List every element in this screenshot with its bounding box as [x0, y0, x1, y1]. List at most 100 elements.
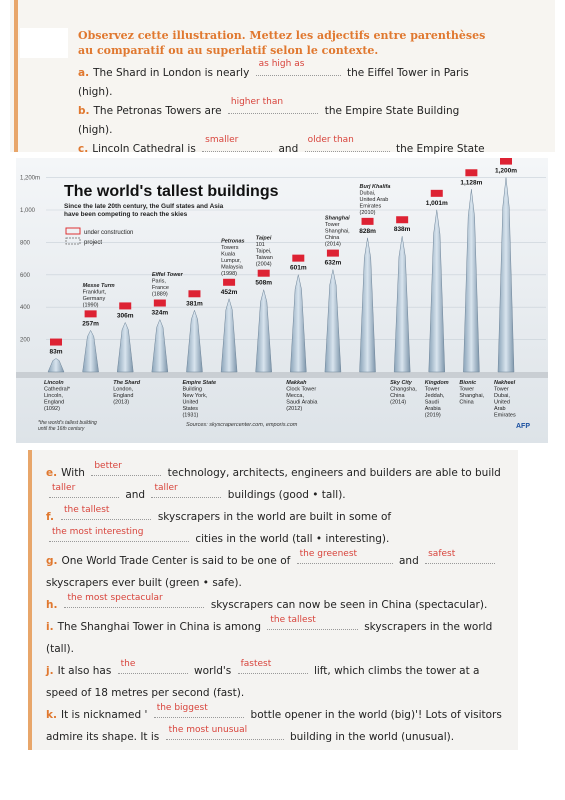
building — [428, 209, 446, 373]
legend-label: under construction — [84, 230, 133, 236]
answer-blank: the tallest — [60, 505, 152, 520]
height-label: 306m — [117, 312, 134, 319]
item-letter: g. — [46, 555, 58, 567]
flag — [257, 269, 270, 277]
item-letter: k. — [46, 709, 57, 721]
building-caption: Taiwan — [256, 255, 273, 261]
building-caption: Dubai, — [494, 393, 510, 399]
building-caption: Tower — [459, 387, 474, 393]
infographic-subtitle: have been competing to reach the skies — [64, 211, 188, 218]
building-caption: Tower — [425, 387, 440, 393]
building-caption: London, — [113, 387, 133, 393]
building-caption: United — [182, 400, 198, 406]
height-label: 632m — [325, 260, 342, 267]
building-caption: Cathedral* — [44, 387, 71, 393]
answer-blank: higher than — [227, 97, 319, 114]
building-caption: Taipei, — [256, 249, 272, 255]
handwritten-answer: the most unusual — [168, 725, 248, 735]
bottom-panel — [28, 450, 518, 750]
sentence-text: bottle opener in the world (big)'! Lots … — [46, 709, 502, 743]
answer-blank: the — [117, 659, 188, 674]
exercise-item: f. the tallest skyscrapers in the world a… — [46, 505, 506, 550]
building-caption: (1931) — [182, 413, 198, 419]
source: Sources: skyscrapercenter.com, emporis.c… — [186, 422, 298, 428]
flag — [188, 290, 201, 298]
sentence-text: skyscrapers in the world (tall). — [46, 621, 493, 655]
building-caption: Towers — [221, 245, 239, 251]
answer-blank: the most interesting — [49, 527, 189, 542]
exercise-item: i. The Shanghai Tower in China is among t… — [46, 615, 506, 660]
building-caption: Dubai, — [360, 190, 376, 196]
instructions: Observez cette illustration. Mettez les … — [78, 29, 486, 57]
handwritten-answer: the most spectacular — [67, 593, 163, 603]
sentence-text: skyscrapers in the world are built in so… — [157, 511, 392, 523]
flag — [361, 217, 374, 225]
building-caption: China — [390, 393, 405, 399]
building-caption: Clock Tower — [286, 387, 316, 393]
building-caption: Shanghai, — [325, 229, 350, 235]
exercise-item: g. One World Trade Center is said to be o… — [46, 549, 506, 594]
answer-blank: taller — [49, 483, 119, 498]
height-label: 1,001m — [426, 200, 448, 207]
infographic-subtitle: Since the late 20th century, the Gulf st… — [64, 203, 224, 210]
label-box — [20, 28, 68, 58]
sentence-text: lift, which climbs the tower at a speed … — [46, 665, 480, 699]
sentence-text: the Eiffel Tower in Paris (high). — [78, 67, 469, 98]
building-caption: Changsha, — [390, 387, 417, 393]
flag — [292, 254, 305, 262]
handwritten-answer: the greenest — [299, 549, 358, 559]
item-letter: c. — [78, 143, 89, 155]
building-caption: Arabia — [425, 406, 442, 412]
building-caption: Bionic — [459, 380, 476, 386]
building — [463, 189, 480, 373]
building-caption: Arab — [494, 406, 506, 412]
building-caption: (2004) — [256, 262, 272, 268]
building-caption: Jeddah, — [425, 393, 445, 399]
answer-blank: the most unusual — [165, 725, 284, 740]
sentence-text: world's — [193, 665, 232, 677]
answer-blank: the biggest — [153, 703, 245, 718]
building-caption: Empire State — [182, 380, 216, 386]
building-caption: Messe Turm — [83, 283, 115, 289]
building-caption: France — [152, 285, 169, 291]
sentence-text: It is nicknamed ' — [60, 709, 148, 721]
infographic-bg — [16, 158, 548, 443]
footnote: until the 16th century — [38, 426, 85, 432]
handwritten-answer: safest — [428, 549, 456, 559]
building — [151, 318, 169, 373]
sentence-text: technology, architects, engineers and bu… — [167, 467, 501, 479]
sentence-text: With — [61, 467, 85, 479]
sentence-text: buildings (good • tall). — [227, 489, 346, 501]
building-caption: China — [325, 235, 340, 241]
building-caption: Tower — [325, 222, 340, 228]
exercise-item: e. With better technology, architects, en… — [46, 461, 506, 506]
flag — [153, 299, 166, 307]
sentence-text: skyscrapers can now be seen in China (sp… — [210, 599, 488, 611]
sentence-text: cities in the world (tall • interesting)… — [195, 533, 390, 545]
flag — [500, 158, 512, 165]
infographic: 1,200m 1,000 800 600 400 200 The world's talle… — [16, 158, 548, 443]
answer-blank: the greenest — [296, 549, 393, 564]
building-caption: (1889) — [152, 292, 168, 298]
exercise-item: a. The Shard in London is nearly as high … — [78, 59, 488, 102]
sentence-text: and — [125, 489, 146, 501]
height-label: 1,200m — [495, 168, 517, 175]
infographic-title: The world's tallest buildings — [64, 183, 279, 200]
handwritten-answer: the — [120, 659, 136, 669]
building-caption: (2019) — [425, 413, 441, 419]
building-caption: Shanghai, — [459, 393, 484, 399]
handwritten-answer: better — [94, 461, 122, 471]
margin-bar — [14, 0, 18, 152]
building-caption: Emirates — [494, 413, 516, 419]
height-label: 1,128m — [460, 179, 482, 186]
building-caption: United — [494, 400, 510, 406]
exercise-item: b. The Petronas Towers are higher than th… — [78, 97, 488, 140]
flag — [119, 302, 132, 310]
handwritten-answer: fastest — [240, 659, 272, 669]
handwritten-answer: as high as — [258, 59, 305, 69]
building — [186, 309, 203, 373]
building-caption: Nakheel — [494, 380, 516, 386]
sentence-text: Lincoln Cathedral is — [92, 143, 196, 155]
building-caption: States — [182, 406, 198, 412]
